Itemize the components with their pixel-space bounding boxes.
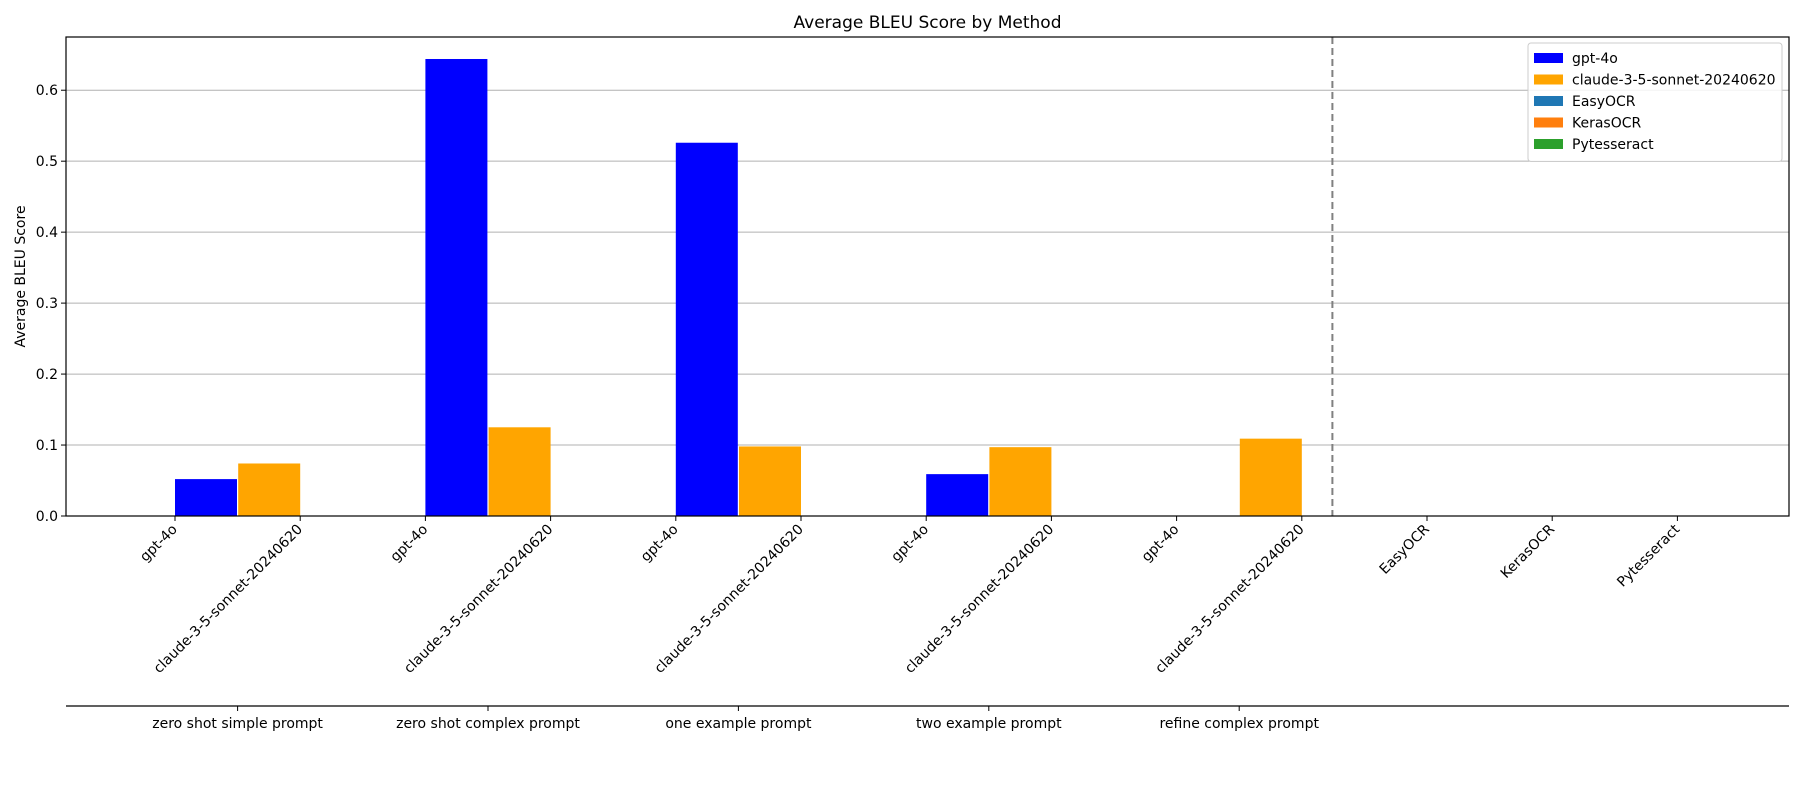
y-ticks: 0.0 0.1 0.2 0.3 0.4 0.5 0.6 (36, 83, 66, 525)
plot-frame (65, 36, 1790, 517)
bar-claude-3-5-sonnet-20240620-3 (488, 427, 551, 516)
y-tick-label: 0.4 (36, 225, 58, 241)
bar-claude-3-5-sonnet-20240620-5 (739, 446, 801, 516)
y-tick-label: 0.3 (36, 296, 58, 312)
legend-swatch-kerasocr (1534, 117, 1563, 128)
legend-swatch-pytesseract (1534, 139, 1563, 149)
legend-swatch-claude-3-5-sonnet-20240620 (1534, 74, 1563, 85)
x-tick-label: EasyOCR (1377, 521, 1433, 577)
group-label: refine complex prompt (1159, 716, 1319, 732)
legend-label-pytesseract: Pytesseract (1572, 137, 1654, 153)
bar-gpt-4o-4 (675, 142, 738, 517)
legend-swatch-easyocr (1534, 96, 1563, 106)
x-tick-label: claude-3-5-sonnet-20240620 (652, 522, 807, 677)
plot-border (65, 36, 1790, 517)
y-tick-label: 0.2 (36, 367, 58, 383)
chart-title: Average BLEU Score by Method (794, 13, 1062, 33)
bars (175, 58, 1302, 517)
group-label: two example prompt (916, 716, 1062, 732)
bar-claude-3-5-sonnet-20240620-1 (238, 463, 301, 516)
bar-claude-3-5-sonnet-20240620-7 (989, 447, 1052, 516)
legend-label-kerasocr: KerasOCR (1572, 116, 1642, 132)
legend-label-easyocr: EasyOCR (1572, 94, 1636, 110)
x-tick-label: KerasOCR (1498, 521, 1558, 581)
y-tick-label: 0.6 (36, 83, 58, 99)
group-label: zero shot simple prompt (152, 716, 323, 732)
x-tick-label: claude-3-5-sonnet-20240620 (902, 522, 1057, 677)
x-tick-label: gpt-4o (888, 522, 932, 566)
x-tick-label: claude-3-5-sonnet-20240620 (401, 522, 556, 677)
x-tick-label: claude-3-5-sonnet-20240620 (151, 522, 306, 677)
group-label: zero shot complex prompt (396, 716, 580, 732)
group-axis: zero shot simple prompt zero shot complex… (66, 705, 1789, 732)
x-tick-label: gpt-4o (1139, 522, 1183, 566)
y-tick-label: 0.0 (36, 509, 58, 525)
legend-label-claude-3-5-sonnet-20240620: claude-3-5-sonnet-20240620 (1572, 73, 1776, 89)
x-tick-label: claude-3-5-sonnet-20240620 (1152, 522, 1307, 677)
group-label: one example prompt (665, 716, 812, 732)
y-tick-label: 0.5 (36, 154, 58, 170)
bar-claude-3-5-sonnet-20240620-9 (1239, 438, 1302, 516)
x-tick-label: Pytesseract (1614, 521, 1683, 590)
bar-gpt-4o-0 (175, 479, 237, 516)
legend: gpt-4o claude-3-5-sonnet-20240620 EasyOCR K… (1527, 42, 1783, 162)
y-tick-label: 0.1 (36, 438, 58, 454)
bar-gpt-4o-2 (425, 58, 488, 516)
legend-box (1527, 42, 1783, 162)
y-axis-label: Average BLEU Score (13, 205, 29, 347)
legend-swatch-gpt-4o (1534, 53, 1563, 63)
x-tick-label: gpt-4o (388, 522, 432, 566)
bar-gpt-4o-6 (926, 474, 989, 516)
x-tick-label: gpt-4o (638, 522, 682, 566)
legend-label-gpt-4o: gpt-4o (1572, 51, 1618, 67)
x-tick-label: gpt-4o (137, 522, 181, 566)
grid-lines (66, 89, 1789, 446)
